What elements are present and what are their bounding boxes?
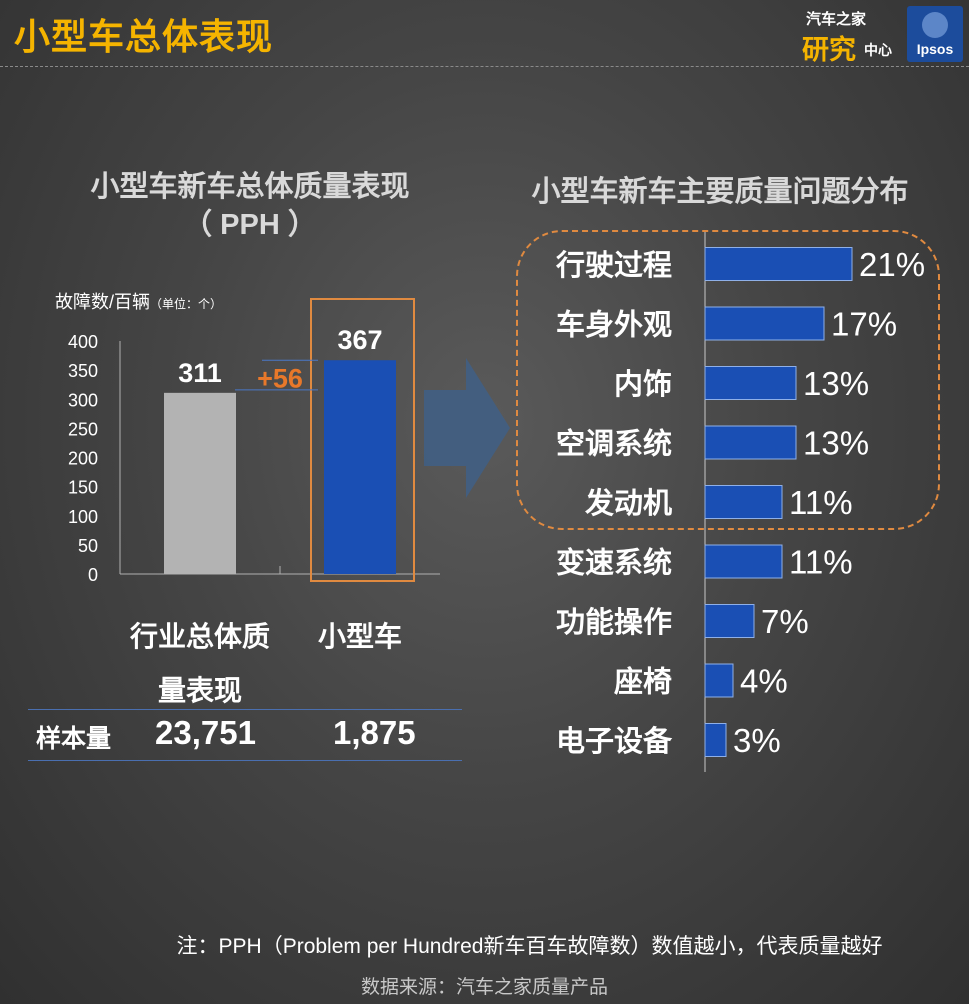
footnote-text: 注：PPH（Problem per Hundred新车百车故障数）数值越小，代表… — [176, 935, 883, 958]
issue-bar — [704, 485, 783, 519]
small-car-bar — [324, 360, 396, 574]
left-chart-title-line2: （ PPH ） — [183, 209, 317, 241]
issue-category-label: 变速系统 — [556, 546, 672, 580]
issue-bar — [704, 366, 797, 400]
issue-value-label: 21% — [859, 246, 925, 283]
issue-category-label: 行驶过程 — [555, 249, 672, 282]
ipsos-mark-icon — [922, 12, 948, 38]
left-chart-title-line1: 小型车新车总体质量表现 — [90, 171, 410, 203]
sample-table-bottom-line — [28, 760, 462, 761]
y-tick-label: 50 — [78, 536, 98, 556]
sample-table-top-line — [28, 709, 462, 710]
bar-data-label: 367 — [337, 325, 382, 355]
y-tick-label: 300 — [68, 390, 98, 410]
industry-bar — [164, 392, 236, 574]
issue-bar — [704, 663, 734, 698]
bar-data-label: 311 — [178, 358, 222, 388]
sample-size-label: 样本量 — [36, 725, 112, 753]
arrow-right-icon — [424, 358, 510, 498]
ipsos-logo: Ipsos — [907, 6, 963, 62]
y-tick-label: 250 — [68, 419, 98, 439]
difference-label: +56 — [257, 364, 303, 394]
footnote: 注：PPH（Problem per Hundred新车百车故障数）数值越小，代表… — [0, 930, 969, 960]
logo-line3: 中心 — [864, 42, 892, 58]
issue-value-label: 11% — [789, 484, 853, 521]
issue-value-label: 17% — [831, 306, 897, 343]
y-axis-label: 故障数/百辆（单位：个） — [55, 288, 222, 314]
y-tick-label: 350 — [68, 361, 98, 381]
x-category-label: 小型车 — [318, 620, 402, 652]
y-tick-label: 100 — [68, 507, 98, 527]
x-category-label: 行业总体质 — [129, 620, 270, 652]
y-axis-label-main: 故障数/百辆 — [55, 292, 151, 312]
issue-category-label: 座椅 — [614, 665, 672, 699]
issue-category-label: 电子设备 — [556, 725, 673, 758]
page-title: 小型车总体表现 — [14, 16, 274, 57]
issue-value-label: 11% — [789, 544, 853, 581]
issue-value-label: 13% — [803, 365, 869, 402]
y-tick-label: 0 — [88, 565, 98, 585]
issue-value-label: 4% — [740, 663, 788, 700]
y-tick-label: 400 — [68, 332, 98, 352]
issue-bar — [704, 723, 727, 757]
logo-line2: 研究 — [802, 35, 856, 65]
x-category-label: 量表现 — [158, 675, 242, 706]
sample-size-small-car: 1,875 — [333, 714, 416, 751]
header: 小型车总体表现 汽车之家 研究 中心 Ipsos — [0, 0, 969, 66]
left-chart-title: 小型车新车总体质量表现 （ PPH ） — [30, 168, 470, 244]
data-source: 数据来源：汽车之家质量产品 — [360, 977, 608, 998]
issue-category-label: 空调系统 — [556, 427, 672, 461]
issue-value-label: 3% — [733, 722, 781, 759]
y-axis-label-unit: （单位：个） — [150, 297, 223, 311]
sample-size-industry: 23,751 — [155, 714, 256, 751]
issue-bar — [704, 544, 783, 579]
issue-bar — [704, 306, 825, 341]
small-car-highlight-box — [310, 298, 415, 582]
issue-category-label: 功能操作 — [556, 606, 672, 639]
issue-bar — [704, 247, 853, 281]
right-chart-title: 小型车新车主要质量问题分布 — [531, 176, 909, 208]
top-issues-highlight-box — [516, 230, 940, 530]
issue-value-label: 13% — [803, 425, 869, 462]
header-divider — [0, 66, 969, 67]
issue-category-label: 发动机 — [584, 487, 672, 520]
issue-bar — [704, 425, 797, 460]
autohome-research-logo: 汽车之家 研究 中心 — [800, 6, 904, 65]
logo-line1: 汽车之家 — [806, 11, 867, 28]
y-tick-label: 150 — [68, 478, 98, 498]
issue-category-label: 车身外观 — [556, 308, 672, 342]
y-tick-label: 200 — [68, 449, 98, 469]
issue-bar — [704, 604, 755, 638]
issue-category-label: 内饰 — [614, 368, 672, 401]
issue-value-label: 7% — [761, 603, 809, 640]
ipsos-logo-text: Ipsos — [916, 41, 954, 57]
